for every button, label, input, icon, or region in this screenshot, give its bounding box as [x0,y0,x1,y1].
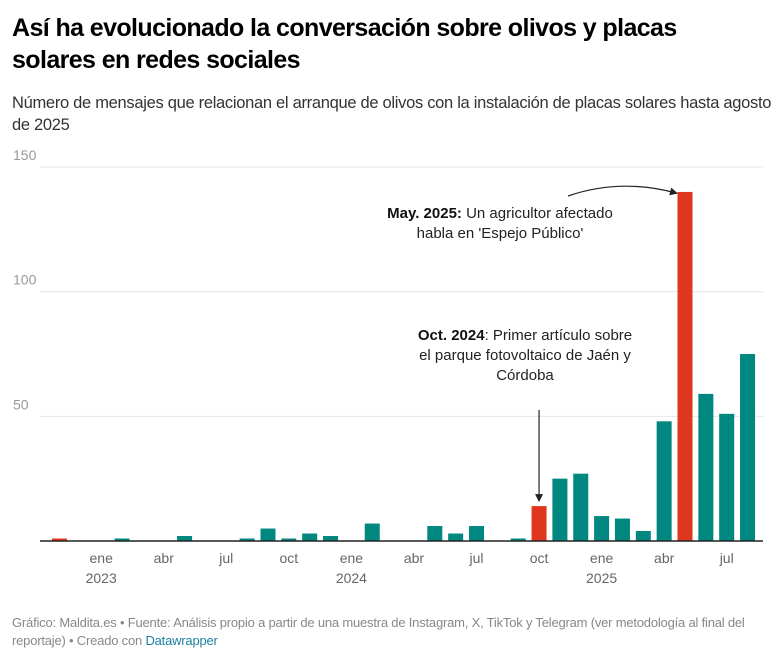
bar-2024-09[interactable] [510,538,526,541]
x-tick-month: jul [468,550,483,566]
x-tick-month: ene [90,550,114,566]
x-tick-month: oct [530,550,549,566]
bar-2023-10[interactable] [281,538,297,541]
annotation-may-2025: May. 2025: Un agricultor afectado [387,205,613,222]
bar-2024-11[interactable] [552,478,568,541]
annotation-may-2025-line2: habla en 'Espejo Público' [417,225,584,242]
bar-2023-08[interactable] [239,538,255,541]
annotation-oct-2024-line2: el parque fotovoltaico de Jaén y [419,347,631,364]
x-tick-month: abr [654,550,675,566]
x-tick-month: abr [154,550,175,566]
y-tick-label: 50 [13,396,29,412]
bar-2024-06[interactable] [448,533,464,541]
bar-2023-12[interactable] [323,536,339,541]
x-tick-month: jul [218,550,233,566]
x-tick-year: 2023 [86,570,117,586]
bar-2025-03[interactable] [635,531,651,541]
chart-title: Así ha evolucionado la conversación sobr… [12,14,677,74]
bar-2023-05[interactable] [177,536,193,541]
x-tick-year: 2024 [336,570,367,586]
bar-2025-05[interactable] [677,191,693,541]
bar-2023-09[interactable] [260,528,276,541]
bar-2024-12[interactable] [573,473,589,541]
x-tick-month: jul [719,550,734,566]
x-tick-year: 2025 [586,570,617,586]
y-axis-ticks: 50 100 150 [13,147,37,412]
footer-source: Gráfico: Maldita.es • Fuente: Análisis p… [12,615,745,648]
bar-2023-11[interactable] [302,533,318,541]
bar-2024-05[interactable] [427,526,443,541]
bar-2025-07[interactable] [719,413,735,541]
bar-2024-10[interactable] [531,506,547,541]
bars [52,191,756,541]
bar-2025-02[interactable] [614,518,630,541]
chart-subtitle: Número de mensajes que relacionan el arr… [12,94,772,134]
x-tick-month: abr [404,550,425,566]
bar-2024-07[interactable] [469,526,484,541]
bar-2024-02[interactable] [364,523,380,541]
annotation-oct-2024-line3: Córdoba [496,367,554,384]
bar-2025-08[interactable] [740,354,756,541]
x-tick-month: oct [280,550,299,566]
bar-2025-06[interactable] [698,393,714,541]
x-tick-month: ene [340,550,364,566]
bar-2023-02[interactable] [114,538,130,541]
gridlines [40,166,763,417]
bar-2025-04[interactable] [656,421,672,541]
annotation-arrow-may-2025 [567,185,678,197]
x-axis-ticks: ene 2023 abr jul oct ene 2024 abr jul oct ene 2025 a… [86,550,734,586]
annotation-oct-2024: Oct. 2024: Primer artículo sobre [418,327,632,344]
bar-chart: 50 100 150 ene 2023 abr jul oct ene 2024 abr jul oc… [13,147,763,586]
datawrapper-link[interactable]: Datawrapper [145,633,218,648]
y-tick-label: 100 [13,272,37,288]
x-tick-month: ene [590,550,614,566]
bar-2025-01[interactable] [594,516,610,541]
y-tick-label: 150 [13,147,37,163]
annotations: May. 2025: Un agricultor afectado habla e… [387,185,678,503]
footer-credits: Gráfico: Maldita.es • Fuente: Análisis p… [12,614,772,650]
bar-2022-11[interactable] [52,538,67,541]
